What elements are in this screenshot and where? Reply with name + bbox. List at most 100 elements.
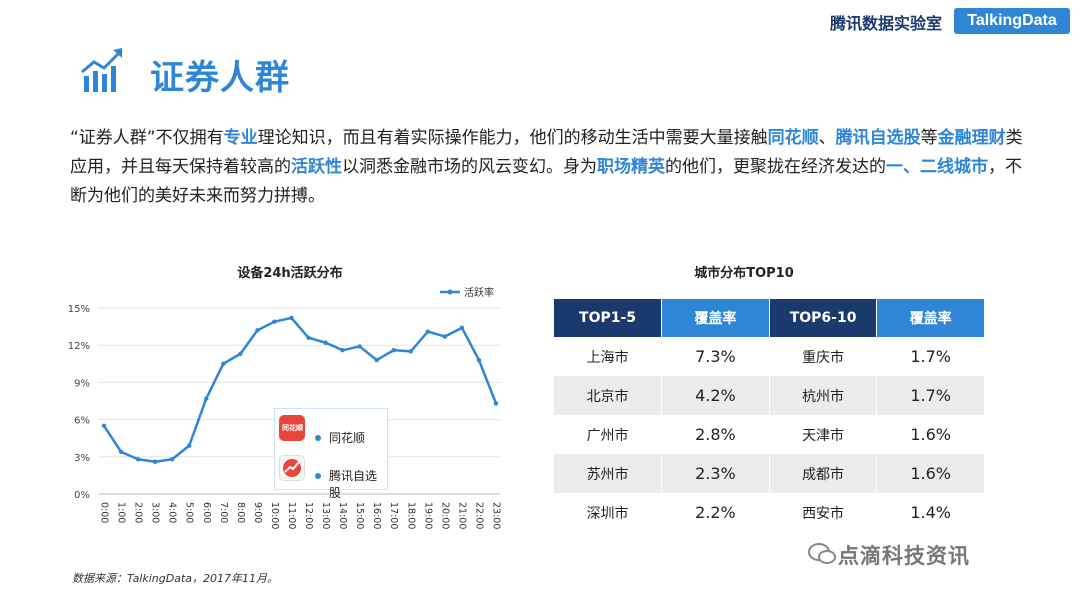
series-line [102,316,498,464]
legend-dot [315,473,321,479]
coverage-cell: 1.7% [876,337,985,376]
x-tick-label: 10:00 [269,502,280,529]
watermark-text: 点滴科技资讯 [838,544,970,568]
data-point [340,347,345,353]
data-point [442,334,448,339]
highlight-text: 专业 [223,128,258,148]
highlight-text: 活跃性 [291,157,342,177]
x-tick-label: 13:00 [320,502,331,529]
coverage-cell: 1.6% [876,415,985,454]
wechat-icon [808,543,836,564]
data-point [459,325,465,331]
x-tick-label: 22:00 [473,502,484,529]
x-tick-label: 12:00 [303,502,314,529]
chart-title-city: 城市分布TOP10 [694,266,794,281]
chart-title-activity: 设备24h活跃分布 [237,266,343,281]
coverage-cell: 1.7% [876,376,985,415]
intro-paragraph: “证券人群”不仅拥有专业理论知识，而且有着实际操作能力，他们的移动生活中需要大量… [70,124,1030,211]
body-text: 以洞悉金融市场的风云变幻。身为 [342,157,597,177]
data-point [408,349,413,354]
body-text: 类应用，并且每天保持着较高的 [70,128,1023,177]
city-cell: 深圳市 [554,493,663,532]
body-text: “证券人群”不仅拥有 [70,128,224,148]
tonghuashun-app-icon: 同花顺 [279,415,305,441]
data-point [289,315,294,321]
data-point [425,329,431,334]
x-tick-label: 20:00 [439,502,450,529]
x-tick-label: 0:00 [99,502,110,523]
data-point [118,449,124,455]
legend-marker [447,289,453,295]
data-point [152,459,158,464]
city-cell: 重庆市 [769,337,878,376]
coverage-cell: 2.2% [661,493,770,532]
city-cell: 成都市 [769,454,878,493]
y-tick-label: 3% [74,453,90,464]
app-legend-box: 同花顺 同花顺 腾讯自选股 [274,408,388,500]
highlight-text: 职场精英 [597,157,665,177]
coverage-cell: 7.3% [661,337,770,376]
data-point [255,328,260,333]
x-tick-label: 19:00 [422,502,433,529]
x-tick-label: 14:00 [337,502,348,529]
city-cell: 苏州市 [554,454,663,493]
brand-name: 腾讯数据实验室 [829,14,942,33]
data-point [221,361,226,366]
x-tick-label: 21:00 [456,502,467,529]
x-tick-label: 2:00 [133,502,144,523]
data-point [391,347,396,353]
table-row: 苏州市 2.3% 成都市 1.6% [554,454,985,493]
highlight-text: 腾讯自选股 [835,128,921,148]
data-point [323,340,328,345]
data-point [187,443,192,448]
x-tick-label: 11:00 [286,502,297,529]
body-text: 理论知识，而且有着实际操作能力，他们的移动生活中需要大量接触 [257,128,768,148]
legend-dot [315,435,321,441]
y-tick-label: 9% [74,378,90,389]
data-point [135,457,141,462]
talkingdata-logo: TalkingData [954,8,1070,34]
table-row: 上海市 7.3% 重庆市 1.7% [554,337,985,376]
coverage-cell: 2.3% [661,454,770,493]
x-tick-label: 17:00 [388,502,399,529]
data-point [101,423,107,428]
x-tick-label: 5:00 [184,502,195,523]
app-label-tencent-stock: 腾讯自选股 [329,469,378,500]
coverage-cell: 2.8% [661,415,770,454]
body-text: 、 [818,128,836,148]
body-text: ，不断为他们的美好未来而努力拼搏。 [70,157,1022,206]
coverage-cell: 1.6% [876,454,985,493]
x-tick-label: 16:00 [371,502,382,529]
y-tick-label: 6% [74,416,90,427]
city-cell: 西安市 [769,493,878,532]
x-tick-label: 7:00 [218,502,229,523]
data-point [204,396,209,401]
data-point [493,401,499,406]
x-tick-label: 6:00 [201,502,212,523]
y-tick-label: 0% [74,490,90,501]
data-point [238,351,243,357]
table-row: 广州市 2.8% 天津市 1.6% [554,415,985,454]
bar-chart-growth-icon [81,48,122,92]
data-point [169,457,175,462]
table-header: TOP6-10 [769,299,878,337]
x-tick-label: 8:00 [235,502,246,523]
data-point [272,319,277,324]
x-tick-label: 1:00 [116,502,127,523]
data-point [306,335,311,340]
body-text: 的他们，更聚拢在经济发达的 [665,157,886,177]
highlight-text: 同花顺 [767,128,819,148]
table-header: TOP1-5 [554,299,663,337]
x-tick-label: 23:00 [491,502,502,529]
table-header: 覆盖率 [661,299,770,337]
legend-label: 活跃率 [464,286,494,299]
coverage-cell: 4.2% [661,376,770,415]
highlight-text: 一、二线城市 [886,157,988,177]
page-title: 证券人群 [150,58,290,98]
city-cell: 上海市 [554,337,663,376]
app-label-tonghuashun: 同花顺 [329,431,366,445]
x-tick-label: 9:00 [252,502,263,523]
x-tick-label: 18:00 [405,502,416,529]
coverage-cell: 1.4% [876,493,985,532]
body-text: 等 [920,128,938,148]
